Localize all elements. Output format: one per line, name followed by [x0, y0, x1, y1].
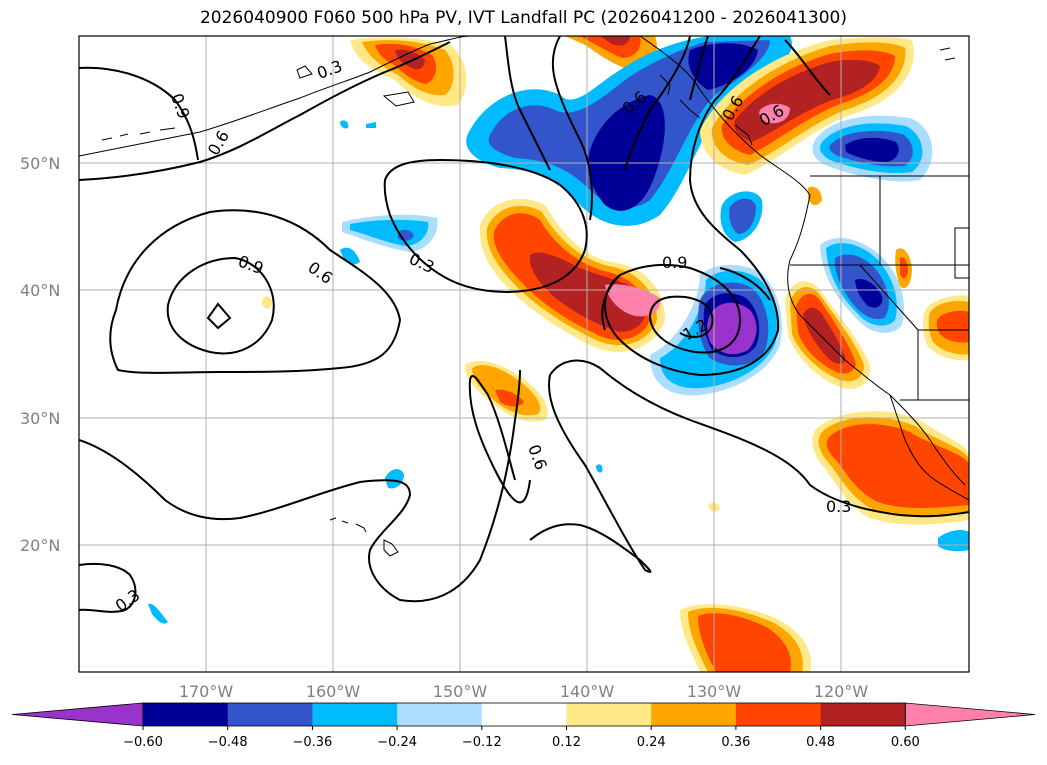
colorbar-extend-min	[11, 702, 144, 727]
graticule	[79, 36, 969, 672]
contour-label: 0.3	[826, 497, 851, 516]
contour-label: 0.9	[662, 253, 687, 272]
colorbar-outline	[142, 702, 906, 727]
colorbar: −0.60 −0.48 −0.36 −0.24 −0.12 0.12 0.24 0.36 0.4…	[11, 702, 1036, 750]
colorbar-segment	[651, 703, 737, 726]
pv-contours	[79, 36, 969, 613]
colorbar-tick-label: 0.24	[637, 735, 666, 750]
lat-tick-label: 40°N	[20, 281, 60, 300]
pv-anomaly-fills	[148, 36, 969, 672]
colorbar-segment	[397, 703, 483, 726]
lon-tick-label: 130°W	[687, 682, 742, 701]
colorbar-tick-label: −0.36	[292, 735, 332, 750]
lon-axis: 170°W 160°W 150°W 140°W 130°W 120°W	[179, 682, 869, 701]
coastlines	[79, 36, 969, 557]
lat-tick-label: 20°N	[20, 536, 60, 555]
colorbar-segment	[566, 703, 652, 726]
colorbar-tick-label: −0.48	[208, 735, 248, 750]
lat-axis: 50°N 40°N 30°N 20°N	[20, 154, 60, 555]
colorbar-tick-label: 0.48	[806, 735, 835, 750]
lon-tick-label: 150°W	[433, 682, 488, 701]
colorbar-segment	[143, 703, 229, 726]
plot-frame	[78, 35, 970, 673]
colorbar-tick-label: 0.36	[721, 735, 750, 750]
lon-tick-label: 120°W	[814, 682, 869, 701]
lon-tick-label: 140°W	[560, 682, 615, 701]
colorbar-segment	[312, 703, 398, 726]
colorbar-segment	[481, 703, 567, 726]
colorbar-tick-label: −0.24	[377, 735, 417, 750]
lon-tick-label: 160°W	[306, 682, 361, 701]
colorbar-tick-label: −0.12	[462, 735, 502, 750]
colorbar-tick-label: 0.60	[891, 735, 920, 750]
colorbar-tick-label: 0.12	[552, 735, 581, 750]
lat-tick-label: 30°N	[20, 409, 60, 428]
lon-tick-label: 170°W	[179, 682, 234, 701]
map-title: 2026040900 F060 500 hPa PV, IVT Landfall…	[199, 8, 847, 28]
lat-tick-label: 50°N	[20, 154, 60, 173]
colorbar-segment	[227, 703, 313, 726]
colorbar-segment	[820, 703, 906, 726]
colorbar-extend-max	[904, 702, 1036, 727]
colorbar-segment	[735, 703, 822, 726]
colorbar-tick-label: −0.60	[123, 735, 163, 750]
